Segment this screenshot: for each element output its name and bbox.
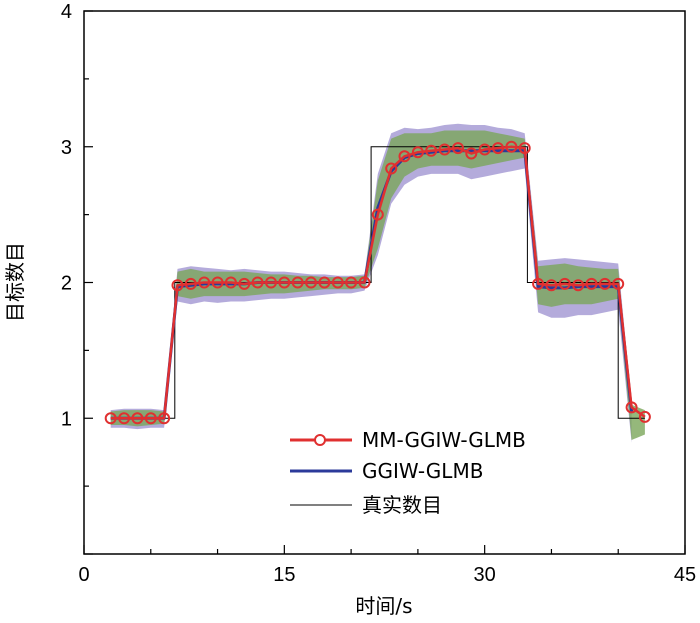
- marker-mm-ggiw-glmb: [171, 279, 184, 292]
- marker-mm-ggiw-glmb: [371, 208, 384, 221]
- marker-mm-ggiw-glmb: [438, 143, 451, 156]
- marker-mm-ggiw-glmb: [144, 412, 157, 425]
- marker-mm-ggiw-glmb: [492, 142, 504, 155]
- marker-mm-ggiw-glmb: [158, 412, 171, 425]
- marker-mm-ggiw-glmb: [465, 147, 478, 160]
- x-tick-label: 45: [674, 564, 696, 586]
- marker-mm-ggiw-glmb: [478, 143, 491, 156]
- marker-mm-ggiw-glmb: [598, 277, 611, 290]
- marker-mm-ggiw-glmb: [224, 276, 237, 289]
- marker-mm-ggiw-glmb: [318, 276, 331, 289]
- marker-mm-ggiw-glmb: [505, 140, 518, 153]
- x-tick-label: 30: [474, 564, 496, 586]
- marker-mm-ggiw-glmb: [104, 412, 117, 425]
- legend-label-truth: 真实数目: [362, 493, 442, 517]
- x-tick-label: 0: [78, 564, 89, 586]
- y-tick-label: 2: [61, 273, 72, 295]
- marker-mm-ggiw-glmb: [345, 276, 358, 289]
- marker-mm-ggiw-glmb: [278, 276, 291, 289]
- marker-mm-ggiw-glmb: [184, 277, 197, 290]
- marker-mm-ggiw-glmb: [251, 276, 264, 289]
- legend: MM-GGIW-GLMB GGIW-GLMB 真实数目: [290, 428, 526, 517]
- marker-mm-ggiw-glmb: [305, 276, 317, 289]
- marker-mm-ggiw-glmb: [545, 279, 558, 292]
- marker-mm-ggiw-glmb: [385, 162, 398, 175]
- y-axis-title: 目标数目: [3, 242, 27, 322]
- x-axis-title: 时间/s: [355, 594, 412, 618]
- legend-label-mm-ggiw-glmb: MM-GGIW-GLMB: [362, 428, 526, 452]
- axis-ticks: 0 15 30 45 1 2 3 4: [61, 1, 696, 586]
- marker-mm-ggiw-glmb: [331, 276, 344, 289]
- series-markers: [104, 140, 651, 425]
- x-tick-label: 15: [273, 564, 295, 586]
- marker-mm-ggiw-glmb: [558, 277, 571, 290]
- marker-mm-ggiw-glmb: [612, 277, 625, 290]
- marker-mm-ggiw-glmb: [532, 277, 545, 290]
- y-tick-label: 3: [61, 137, 72, 159]
- legend-label-ggiw-glmb: GGIW-GLMB: [362, 459, 483, 483]
- marker-mm-ggiw-glmb: [425, 144, 438, 157]
- marker-mm-ggiw-glmb: [211, 276, 224, 289]
- marker-mm-ggiw-glmb: [118, 412, 131, 425]
- marker-mm-ggiw-glmb: [572, 279, 585, 292]
- legend-marker-mm-ggiw-glmb: [314, 434, 326, 446]
- marker-mm-ggiw-glmb: [625, 401, 638, 414]
- marker-mm-ggiw-glmb: [265, 276, 277, 289]
- marker-mm-ggiw-glmb: [411, 146, 424, 159]
- marker-mm-ggiw-glmb: [452, 142, 464, 155]
- marker-mm-ggiw-glmb: [638, 410, 651, 423]
- marker-mm-ggiw-glmb: [398, 150, 411, 163]
- marker-mm-ggiw-glmb: [585, 277, 598, 290]
- marker-mm-ggiw-glmb: [198, 276, 211, 289]
- marker-mm-ggiw-glmb: [358, 276, 371, 289]
- y-tick-label: 4: [61, 1, 72, 23]
- marker-mm-ggiw-glmb: [238, 277, 251, 290]
- y-tick-label: 1: [61, 408, 72, 430]
- marker-mm-ggiw-glmb: [518, 142, 531, 155]
- marker-mm-ggiw-glmb: [131, 412, 144, 425]
- marker-mm-ggiw-glmb: [291, 276, 304, 289]
